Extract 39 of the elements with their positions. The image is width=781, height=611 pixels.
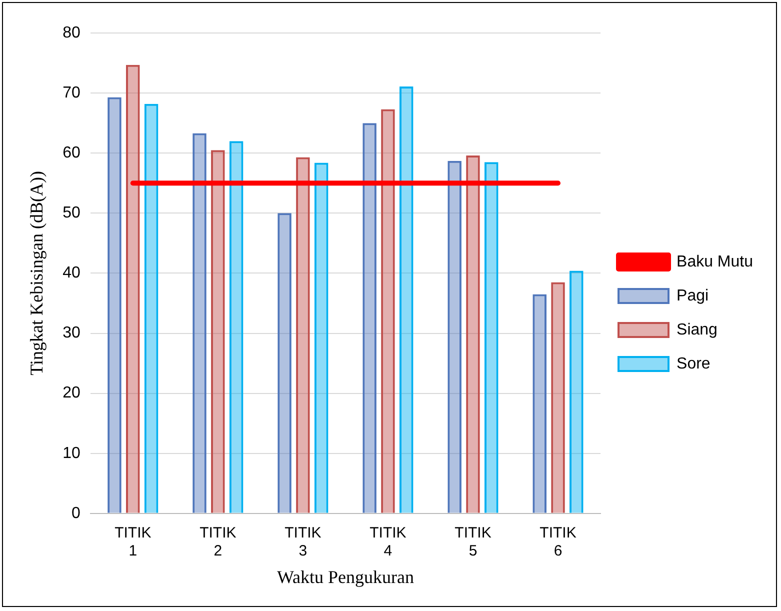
bar — [126, 64, 140, 513]
x-tick-label: TITIK 2 — [200, 524, 236, 560]
bar — [570, 270, 584, 513]
bar — [229, 141, 244, 513]
y-axis-title: Tingkat Kebisingan (dB(A)) — [26, 171, 47, 376]
y-tick-label: 20 — [62, 384, 80, 402]
bar — [108, 97, 122, 513]
y-tick-label: 30 — [62, 324, 80, 342]
y-tick-label: 0 — [71, 504, 80, 522]
y-tick-label: 40 — [62, 264, 80, 282]
y-tick-label: 60 — [62, 144, 80, 162]
legend-label: Pagi — [676, 287, 709, 304]
bar — [278, 213, 292, 513]
bar — [484, 162, 498, 513]
bar — [532, 294, 546, 513]
y-tick-label: 70 — [62, 84, 80, 102]
bar — [448, 160, 462, 513]
bar — [381, 109, 395, 513]
bar — [466, 156, 480, 513]
x-tick-label: TITIK 4 — [370, 524, 406, 560]
x-tick-label: TITIK 6 — [540, 524, 576, 560]
legend-label: Sore — [676, 355, 710, 372]
x-tick-label: TITIK 5 — [454, 524, 492, 560]
bar — [192, 133, 206, 513]
bar — [362, 123, 376, 513]
y-tick-label: 80 — [62, 24, 80, 42]
x-tick-label: TITIK 1 — [114, 524, 152, 560]
y-tick-label: 10 — [62, 444, 80, 462]
bar — [314, 162, 328, 513]
y-tick-label: 50 — [62, 204, 80, 222]
x-axis-title: Waktu Pengukuran — [276, 566, 414, 587]
legend-label: Siang — [676, 321, 718, 338]
bar — [551, 282, 565, 513]
legend-label: Baku Mutu — [676, 253, 753, 270]
bar — [211, 150, 225, 513]
bar — [144, 104, 158, 513]
x-tick-label: TITIK 3 — [284, 524, 322, 560]
bar — [399, 86, 414, 513]
bar — [296, 157, 310, 513]
